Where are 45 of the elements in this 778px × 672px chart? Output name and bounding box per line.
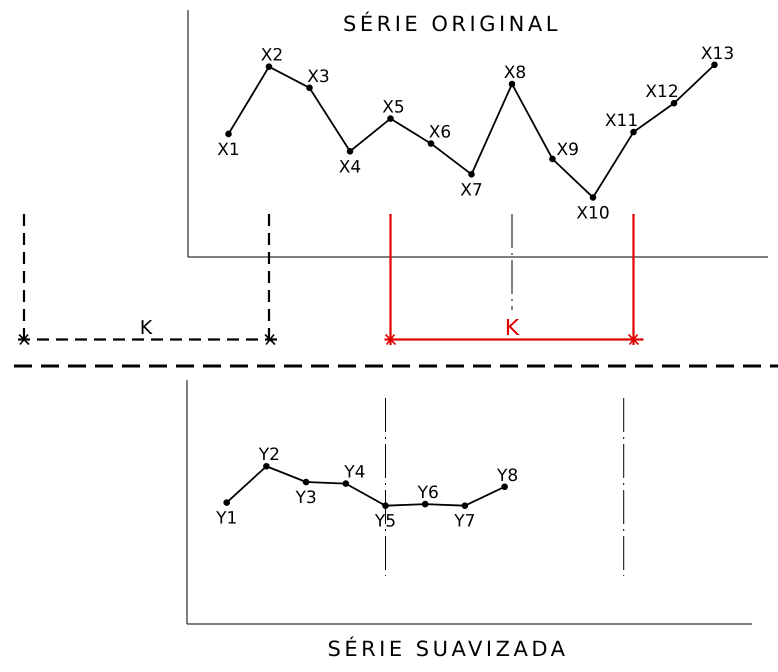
x-tick-label: X4	[338, 157, 362, 178]
x-tick-label: X7	[460, 180, 483, 200]
point	[549, 156, 556, 162]
x-tick-label: Y4	[343, 462, 366, 483]
point	[306, 84, 313, 92]
x-tick-label: X2	[260, 46, 284, 66]
x-tick-label: X9	[556, 140, 579, 160]
point	[670, 100, 678, 107]
point	[263, 462, 270, 470]
point	[468, 171, 475, 178]
x-tick-label: X6	[428, 122, 452, 143]
text: SÉRIE SUAVIZADA	[326, 636, 570, 662]
point	[422, 500, 428, 508]
point	[266, 63, 272, 70]
point	[428, 140, 434, 147]
point	[630, 128, 637, 136]
x-tick-label: X13	[700, 44, 734, 64]
point	[342, 480, 350, 487]
x-tick-label: Y5	[374, 512, 396, 532]
x-tick-label: Y6	[416, 483, 439, 504]
point	[387, 115, 394, 122]
point	[590, 194, 596, 201]
x-tick-label: Y8	[496, 466, 518, 486]
x-tick-label: X1	[217, 140, 240, 160]
point	[462, 502, 468, 509]
point	[501, 483, 508, 490]
text: K	[140, 317, 153, 339]
x-tick-label: X3	[307, 66, 330, 87]
text: K	[504, 316, 520, 341]
x-tick-label: X5	[382, 98, 405, 118]
point	[225, 130, 232, 138]
x-tick-label: Y1	[215, 508, 238, 529]
x-tick-label: X8	[504, 63, 526, 83]
point	[346, 148, 354, 155]
x-tick-label: Y3	[294, 488, 317, 508]
point	[508, 80, 516, 88]
chart-title: SÉRIE ORIGINAL	[342, 11, 562, 37]
x-tick-label: Y7	[453, 512, 476, 532]
x-tick-label: X11	[604, 111, 638, 132]
point	[711, 61, 718, 68]
x-tick-label: X12	[645, 82, 679, 102]
x-tick-label: X10	[576, 203, 610, 224]
x-tick-label: Y2	[258, 445, 280, 466]
point	[302, 478, 310, 486]
point	[223, 499, 230, 506]
